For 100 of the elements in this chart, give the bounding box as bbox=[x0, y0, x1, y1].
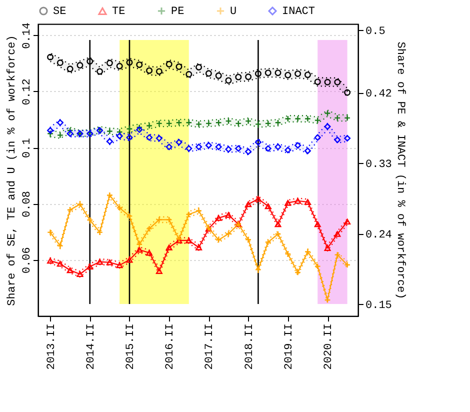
point bbox=[314, 263, 321, 270]
point bbox=[344, 114, 351, 122]
point bbox=[215, 215, 222, 221]
point bbox=[304, 72, 311, 78]
point bbox=[215, 236, 222, 244]
point bbox=[156, 68, 162, 75]
point bbox=[284, 72, 292, 78]
point bbox=[245, 118, 252, 124]
point bbox=[126, 256, 133, 263]
point bbox=[166, 120, 172, 127]
point bbox=[294, 269, 302, 276]
point bbox=[156, 135, 162, 142]
point bbox=[235, 120, 242, 127]
y2-tick-label: 0.15 bbox=[366, 300, 392, 312]
point bbox=[146, 250, 153, 256]
point bbox=[304, 199, 311, 205]
y2-tick-label: 0.24 bbox=[366, 229, 392, 242]
point bbox=[205, 70, 212, 77]
point bbox=[284, 115, 292, 122]
legend-label: TE bbox=[112, 6, 126, 18]
point bbox=[314, 117, 321, 124]
x-tick-label: 2016.II bbox=[164, 324, 177, 370]
legend-label: SE bbox=[53, 6, 67, 18]
point bbox=[304, 148, 311, 154]
point bbox=[264, 70, 272, 76]
point bbox=[47, 130, 54, 137]
point bbox=[225, 230, 232, 237]
point bbox=[254, 266, 262, 273]
point bbox=[294, 115, 302, 122]
point bbox=[156, 268, 162, 274]
point bbox=[186, 119, 192, 126]
y2-axis-title: Share of PE & INACT (in % of workforce) bbox=[394, 42, 406, 300]
point bbox=[76, 201, 84, 208]
x-tick-label: 2014.II bbox=[85, 324, 98, 370]
point bbox=[56, 119, 64, 126]
point bbox=[146, 225, 153, 232]
point bbox=[245, 148, 252, 155]
point bbox=[324, 78, 331, 86]
point bbox=[66, 130, 74, 137]
x-tick-label: 2015.II bbox=[124, 324, 137, 370]
point bbox=[176, 138, 182, 146]
point bbox=[245, 74, 252, 80]
x-tick-label: 2018.II bbox=[244, 324, 256, 370]
point bbox=[166, 60, 172, 68]
point bbox=[215, 144, 222, 150]
point bbox=[334, 231, 341, 237]
point bbox=[76, 271, 84, 278]
point bbox=[106, 192, 113, 199]
point bbox=[86, 216, 94, 224]
point bbox=[264, 238, 272, 246]
x-tick-label: 2019.II bbox=[283, 324, 296, 370]
point bbox=[314, 134, 321, 141]
point bbox=[166, 144, 172, 150]
y2-tick-label: 0.33 bbox=[366, 158, 392, 171]
point bbox=[126, 134, 133, 141]
point bbox=[334, 114, 341, 122]
point bbox=[264, 203, 272, 210]
point bbox=[136, 246, 143, 253]
x-tick-label: 2013.II bbox=[46, 324, 58, 370]
point bbox=[146, 122, 153, 130]
point bbox=[264, 120, 272, 127]
point bbox=[56, 132, 64, 138]
point bbox=[324, 296, 331, 304]
point bbox=[284, 250, 292, 258]
point bbox=[116, 132, 123, 140]
point bbox=[146, 67, 153, 74]
point bbox=[86, 264, 94, 270]
point bbox=[196, 244, 202, 250]
point bbox=[235, 145, 242, 152]
point bbox=[56, 60, 64, 66]
point bbox=[116, 62, 123, 70]
point bbox=[66, 267, 74, 274]
point bbox=[264, 145, 272, 152]
point bbox=[284, 200, 292, 206]
point bbox=[225, 146, 232, 152]
y-axis-title: Share of SE, TE and U (in % of workforce) bbox=[6, 35, 18, 306]
y-tick-label: 0.12 bbox=[22, 78, 34, 106]
point bbox=[196, 144, 202, 150]
point bbox=[324, 110, 331, 116]
point bbox=[76, 62, 84, 69]
point bbox=[254, 70, 262, 77]
point bbox=[126, 212, 133, 220]
point bbox=[314, 78, 321, 86]
point bbox=[344, 89, 351, 96]
point bbox=[186, 211, 192, 218]
point bbox=[334, 78, 341, 86]
point bbox=[284, 146, 292, 154]
point bbox=[196, 64, 202, 70]
legend-label: PE bbox=[171, 6, 185, 18]
point bbox=[245, 236, 252, 243]
point bbox=[47, 54, 54, 60]
point bbox=[235, 74, 242, 80]
point bbox=[156, 216, 162, 223]
point bbox=[225, 118, 232, 124]
point bbox=[274, 119, 282, 126]
point bbox=[304, 115, 311, 122]
legend-label: U bbox=[230, 6, 237, 18]
point bbox=[47, 258, 54, 264]
point bbox=[116, 204, 123, 212]
point bbox=[116, 262, 123, 268]
